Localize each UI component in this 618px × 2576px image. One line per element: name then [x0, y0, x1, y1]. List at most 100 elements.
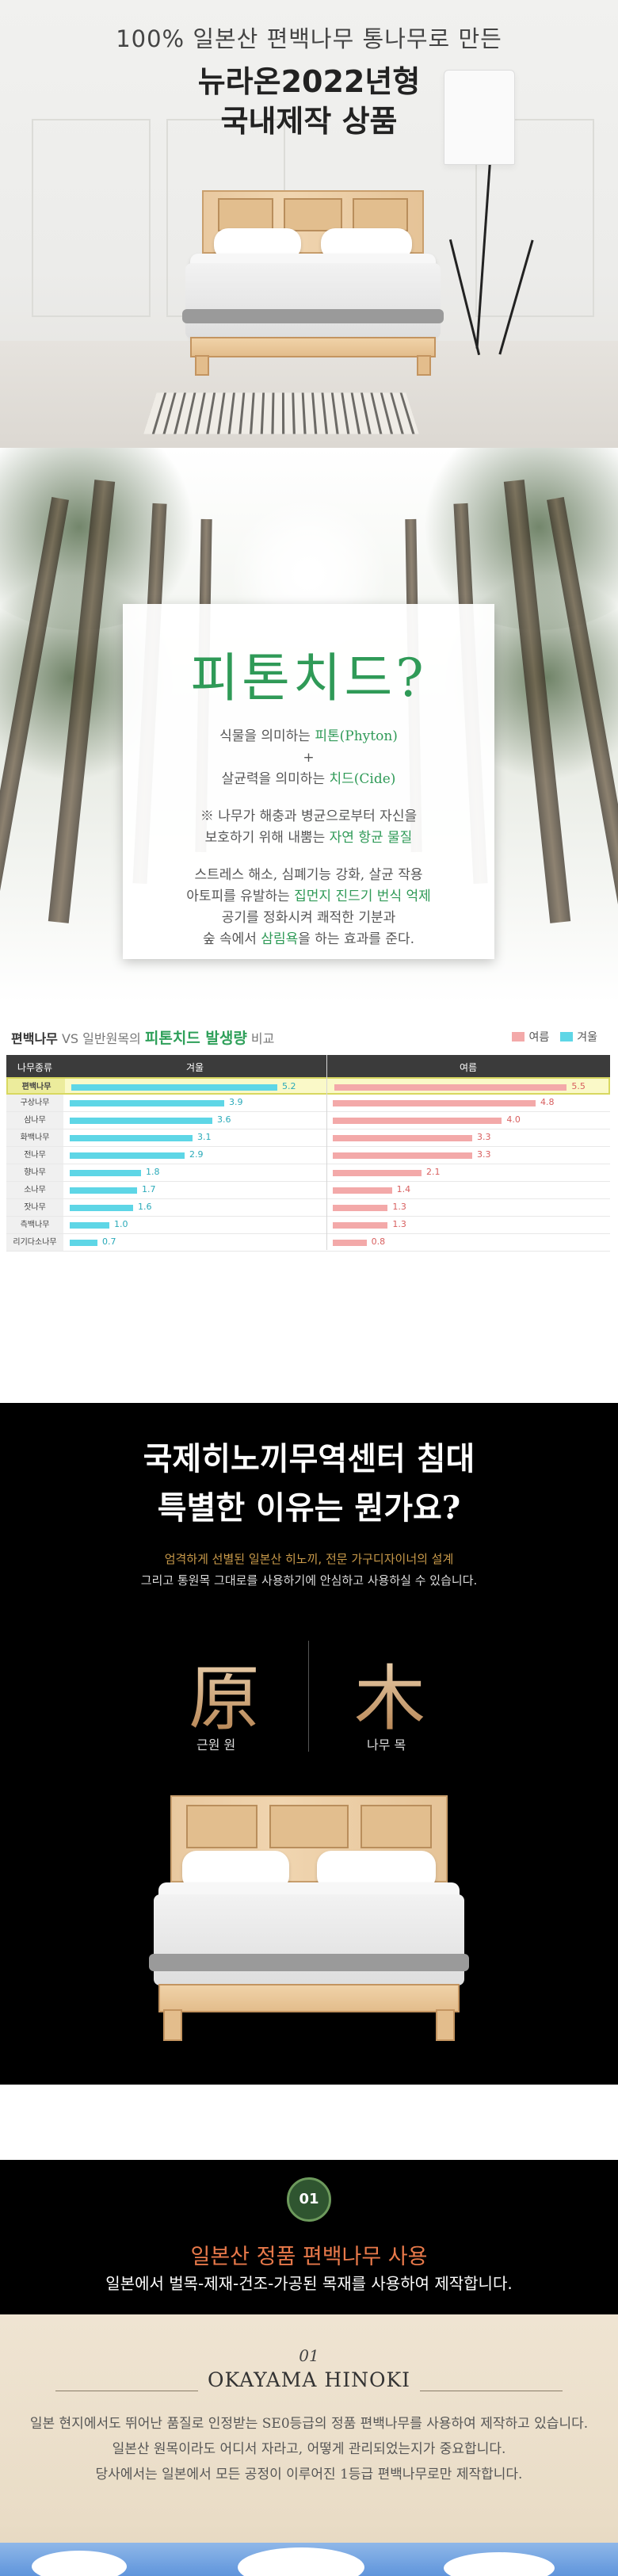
- summer-value-label: 2.1: [426, 1167, 441, 1177]
- col-summer-header: 여름: [459, 1062, 478, 1073]
- plus-sign: +: [303, 750, 315, 766]
- wall-panel: [475, 119, 594, 317]
- effect-line: 공기를 정화시켜 쾌적한 기분과: [221, 910, 396, 926]
- sky-image: [0, 2543, 618, 2576]
- chart-category-label: 화백나무: [6, 1129, 63, 1146]
- point-title: 일본산 정품 편백나무 사용: [190, 2245, 428, 2269]
- hero-title-line2: 국내제작 상품: [220, 104, 398, 139]
- winter-bar: [70, 1170, 141, 1176]
- why-heading: 국제히노끼무역센터 침대 특별한 이유는 뭔가요?: [0, 1435, 618, 1533]
- winter-value-label: 0.7: [102, 1236, 116, 1247]
- chart-title: 편백나무 VS 일반원목의 피톤치드 발생량 비교: [11, 1030, 275, 1047]
- note-line: 보호하기 위해 내뿜는 자연 항균 물질: [204, 830, 413, 846]
- winter-value-label: 5.2: [282, 1081, 296, 1091]
- summer-value-label: 1.3: [392, 1219, 406, 1229]
- summer-value-label: 5.5: [571, 1081, 586, 1091]
- winter-bar: [70, 1152, 185, 1159]
- summer-value-label: 3.3: [477, 1149, 491, 1160]
- hero-title: 뉴라온2022년형 국내제작 상품: [0, 62, 618, 141]
- chart-category-label: 전나무: [6, 1147, 63, 1164]
- chart-row: 리기다소나무 0.7 0.8: [6, 1234, 610, 1252]
- col-winter-header: 겨울: [185, 1062, 204, 1073]
- chart-row: 구상나무 3.9 4.8: [6, 1095, 610, 1112]
- summer-bar: [333, 1187, 392, 1194]
- summer-value-label: 4.0: [506, 1114, 521, 1125]
- phytoncide-card: 피톤치드? 식물을 의미하는 피톤(Phyton) + 살균력을 의미하는 치드…: [123, 604, 494, 959]
- winter-bar: [71, 1084, 277, 1091]
- summer-bar: [333, 1205, 388, 1211]
- phytoncide-comparison-chart: 편백나무 VS 일반원목의 피톤치드 발생량 비교 여름 겨울 나무종류 겨울 …: [0, 1003, 618, 1296]
- chart-header: 나무종류 겨울 여름: [6, 1055, 610, 1077]
- chart-category-label: 소나무: [6, 1182, 63, 1198]
- chart-row: 전나무 2.9 3.3: [6, 1147, 610, 1164]
- legend-summer: 여름: [512, 1029, 549, 1045]
- summer-bar: [334, 1084, 567, 1091]
- wall-panel: [32, 119, 151, 317]
- chart-row: 소나무 1.7 1.4: [6, 1182, 610, 1199]
- hanja-divider: [308, 1641, 309, 1752]
- hanja-won-caption: 근원 원: [196, 1737, 236, 1752]
- point-01-section: 01 일본산 정품 편백나무 사용 일본에서 벌목-제재-건조-가공된 목재를 …: [0, 2160, 618, 2314]
- chart-row: 잣나무 1.6 1.3: [6, 1199, 610, 1217]
- okayama-description: 일본 현지에서도 뛰어난 품질로 인정받는 SE0등급의 정품 편백나무를 사용…: [0, 2411, 618, 2487]
- winter-bar: [70, 1222, 109, 1229]
- chart-row: 삼나무 3.6 4.0: [6, 1112, 610, 1129]
- winter-value-label: 2.9: [189, 1149, 204, 1160]
- winter-bar: [70, 1100, 224, 1106]
- hanja-mok: 木: [354, 1641, 425, 1744]
- why-sub1: 엄격하게 선별된 일본산 히노끼, 전문 가구디자이너의 설계: [164, 1552, 454, 1566]
- chart-legend: 여름 겨울: [512, 1029, 597, 1045]
- why-heading-line2: 특별한 이유는 뭔가요?: [157, 1489, 461, 1527]
- chart-category-label: 구상나무: [6, 1095, 63, 1111]
- why-special-section: 국제히노끼무역센터 침대 특별한 이유는 뭔가요? 엄격하게 선별된 일본산 히…: [0, 1403, 618, 2085]
- okayama-title: OKAYAMA HINOKI: [207, 2368, 411, 2391]
- chart-rows: 편백나무 5.2 5.5 구상나무 3.9 4.8 삼나무 3.6 4.0 화백나무 3.1 3.3 전…: [6, 1077, 610, 1252]
- why-heading-line1: 국제히노끼무역센터 침대: [143, 1440, 475, 1477]
- col-type-header: 나무종류: [17, 1062, 53, 1073]
- winter-bar: [70, 1135, 193, 1141]
- summer-bar: [333, 1100, 536, 1106]
- phytoncide-heading: 피톤치드?: [190, 648, 427, 709]
- point-badge: 01: [287, 2177, 331, 2222]
- hero-subtitle: 100% 일본산 편백나무 통나무로 만든: [116, 25, 502, 52]
- summer-value-label: 0.8: [371, 1236, 386, 1247]
- bed-image: [182, 190, 444, 380]
- chart-category-label: 편백나무: [8, 1079, 65, 1093]
- summer-value-label: 1.3: [392, 1202, 406, 1212]
- winter-value-label: 1.6: [138, 1202, 152, 1212]
- winter-bar: [70, 1118, 212, 1124]
- effect-line: 스트레스 해소, 심폐기능 강화, 살균 작용: [194, 867, 423, 883]
- chart-row: 편백나무 5.2 5.5: [6, 1077, 610, 1095]
- summer-bar: [333, 1152, 472, 1159]
- summer-value-label: 4.8: [540, 1097, 555, 1107]
- legend-winter: 겨울: [560, 1029, 597, 1045]
- winter-value-label: 1.7: [142, 1184, 156, 1194]
- winter-bar: [70, 1187, 137, 1194]
- chart-row: 화백나무 3.1 3.3: [6, 1129, 610, 1147]
- okayama-hinoki-section: 01 OKAYAMA HINOKI 일본 현지에서도 뛰어난 품질로 인정받는 …: [0, 2314, 618, 2576]
- bed-image: [149, 1795, 469, 2057]
- summer-value-label: 1.4: [396, 1184, 411, 1194]
- phytoncide-section: 피톤치드? 식물을 의미하는 피톤(Phyton) + 살균력을 의미하는 치드…: [0, 448, 618, 1003]
- winter-bar: [70, 1205, 133, 1211]
- cide-line: 살균력을 의미하는 치드(Cide): [221, 771, 396, 787]
- effect-line: 숲 속에서 삼림욕을 하는 효과를 준다.: [202, 931, 415, 947]
- okayama-desc-line: 일본산 원목이라도 어디서 자라고, 어떻게 관리되었는지가 중요합니다.: [112, 2441, 506, 2457]
- note-line: ※ 나무가 해충과 병균으로부터 자신을: [200, 808, 418, 824]
- hanja-won: 原: [189, 1641, 260, 1744]
- chart-category-label: 잣나무: [6, 1199, 63, 1216]
- winter-value-label: 3.9: [229, 1097, 243, 1107]
- chart-category-label: 향나무: [6, 1164, 63, 1181]
- winter-bar: [70, 1240, 97, 1246]
- summer-bar: [333, 1170, 422, 1176]
- hero-section: 100% 일본산 편백나무 통나무로 만든 뉴라온2022년형 국내제작 상품: [0, 0, 618, 448]
- summer-bar: [333, 1240, 367, 1246]
- okayama-desc-line: 일본 현지에서도 뛰어난 품질로 인정받는 SE0등급의 정품 편백나무를 사용…: [29, 2416, 589, 2432]
- winter-value-label: 1.0: [114, 1219, 128, 1229]
- effect-line: 아토피를 유발하는 집먼지 진드기 번식 억제: [186, 889, 431, 904]
- winter-value-label: 3.1: [197, 1132, 212, 1142]
- chart-category-label: 삼나무: [6, 1112, 63, 1129]
- chart-category-label: 측백나무: [6, 1217, 63, 1233]
- point-subtitle: 일본에서 벌목-제재-건조-가공된 목재를 사용하여 제작합니다.: [105, 2274, 513, 2293]
- phyton-line: 식물을 의미하는 피톤(Phyton): [219, 728, 398, 744]
